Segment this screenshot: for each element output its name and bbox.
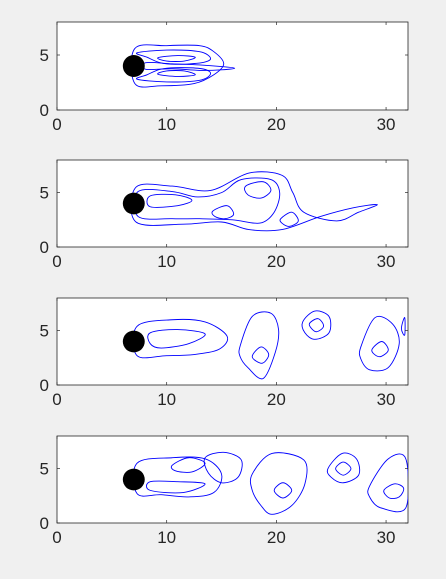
y-tick-label: 0 — [40, 238, 49, 257]
axes-box — [57, 22, 408, 110]
subplot-1: 0 10 20 30 0 5 — [40, 22, 408, 134]
axes-box — [57, 298, 408, 385]
x-tick-label: 0 — [52, 115, 61, 134]
y-tick-label: 5 — [40, 184, 49, 203]
x-tick-label: 10 — [157, 528, 176, 547]
x-tick-label: 10 — [157, 390, 176, 409]
x-tick-label: 30 — [377, 528, 396, 547]
y-tick-label: 5 — [40, 46, 49, 65]
x-tick-label: 20 — [267, 252, 286, 271]
axes-box — [57, 436, 408, 523]
x-tick-label: 30 — [377, 252, 396, 271]
x-tick-label: 20 — [267, 528, 286, 547]
x-tick-label: 20 — [267, 115, 286, 134]
x-tick-label: 0 — [52, 252, 61, 271]
x-tick-label: 20 — [267, 390, 286, 409]
cylinder — [123, 193, 145, 215]
subplot-3: 0 10 20 30 0 5 — [40, 298, 408, 409]
x-tick-label: 30 — [377, 390, 396, 409]
y-tick-label: 0 — [40, 376, 49, 395]
y-tick-label: 0 — [40, 101, 49, 120]
subplot-2: 0 10 20 30 0 5 — [40, 160, 408, 271]
y-tick-label: 5 — [40, 460, 49, 479]
x-tick-label: 0 — [52, 528, 61, 547]
cylinder — [123, 55, 145, 77]
y-tick-label: 0 — [40, 514, 49, 533]
x-tick-label: 0 — [52, 390, 61, 409]
cylinder — [123, 469, 145, 491]
x-tick-label: 10 — [157, 115, 176, 134]
x-tick-label: 10 — [157, 252, 176, 271]
subplot-4: 0 10 20 30 0 5 — [40, 436, 409, 547]
y-tick-label: 5 — [40, 322, 49, 341]
axes-box — [57, 160, 408, 247]
cylinder — [123, 331, 145, 353]
x-tick-label: 30 — [377, 115, 396, 134]
